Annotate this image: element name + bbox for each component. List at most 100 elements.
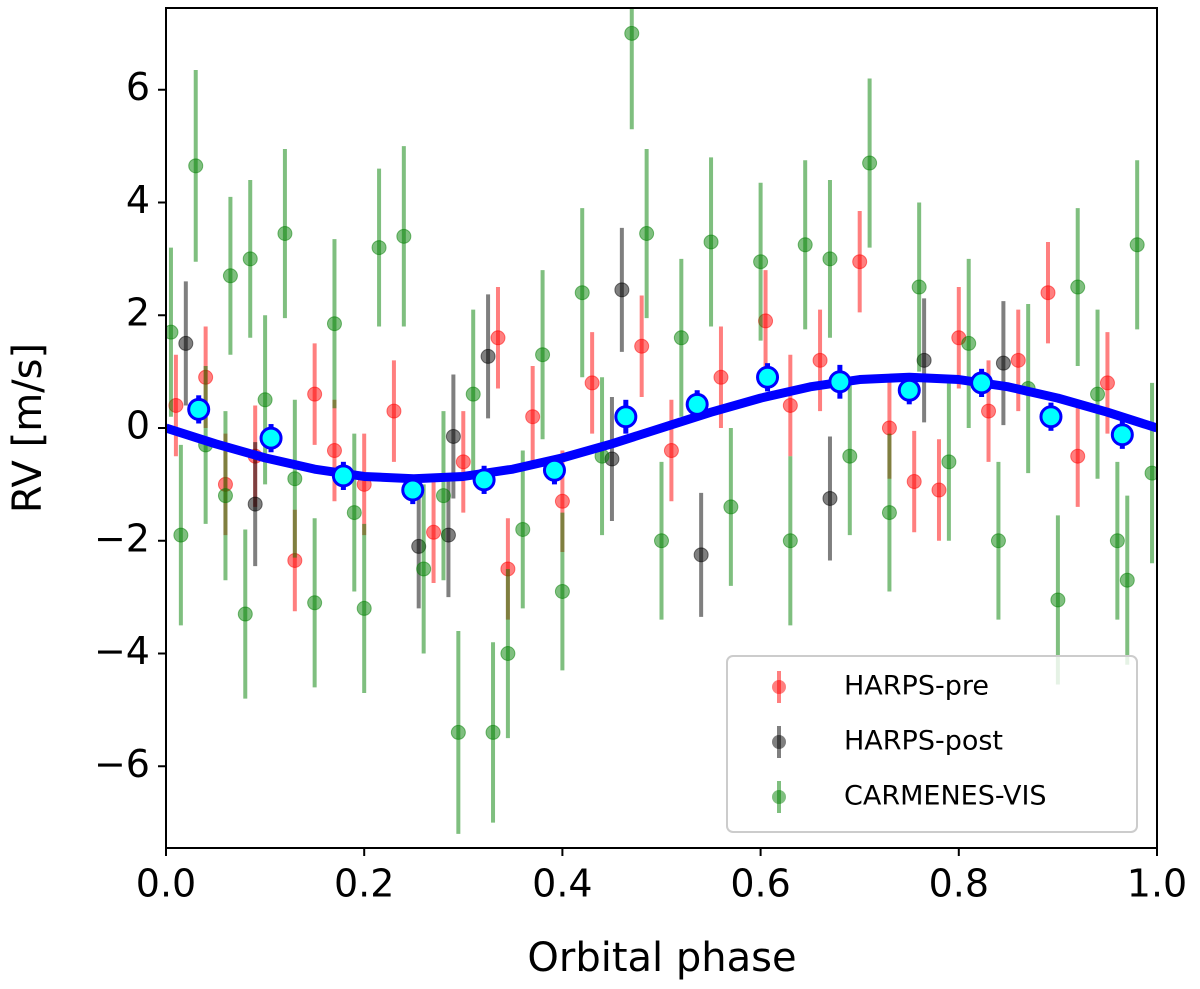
point xyxy=(416,561,432,577)
point xyxy=(995,355,1011,371)
point xyxy=(1040,285,1056,301)
point xyxy=(554,493,570,509)
binned-point xyxy=(970,371,994,395)
x-tick-label: 1.0 xyxy=(1127,862,1187,906)
point xyxy=(639,226,655,242)
point xyxy=(178,335,194,351)
point xyxy=(782,533,798,549)
point xyxy=(326,316,342,332)
point xyxy=(614,282,630,298)
point xyxy=(465,386,481,402)
point xyxy=(515,521,531,537)
legend-marker xyxy=(772,790,786,804)
point xyxy=(574,285,590,301)
x-tick-label: 0.6 xyxy=(730,862,790,906)
point xyxy=(287,471,303,487)
point xyxy=(356,600,372,616)
point xyxy=(723,499,739,515)
point xyxy=(173,527,189,543)
point xyxy=(931,482,947,498)
point xyxy=(1070,279,1086,295)
point xyxy=(1119,572,1135,588)
point xyxy=(852,254,868,270)
point xyxy=(188,158,204,174)
binned-point xyxy=(614,405,638,429)
legend-marker xyxy=(772,680,786,694)
binned-point xyxy=(756,365,780,389)
binned-point xyxy=(259,426,283,450)
binned-point xyxy=(401,478,425,502)
point xyxy=(703,234,719,250)
point xyxy=(480,348,496,364)
y-tick-label: 2 xyxy=(126,291,150,335)
point xyxy=(822,490,838,506)
y-tick-label: −6 xyxy=(94,742,150,786)
point xyxy=(455,454,471,470)
x-tick-label: 0.4 xyxy=(532,862,592,906)
point xyxy=(396,228,412,244)
point xyxy=(1129,237,1145,253)
point xyxy=(753,254,769,270)
point xyxy=(217,488,233,504)
binned-point xyxy=(828,370,852,394)
point xyxy=(307,386,323,402)
point xyxy=(584,375,600,391)
binned-point xyxy=(472,468,496,492)
point xyxy=(450,724,466,740)
point xyxy=(981,403,997,419)
point xyxy=(624,25,640,41)
point xyxy=(1109,533,1125,549)
point xyxy=(371,240,387,256)
point xyxy=(247,496,263,512)
point xyxy=(525,409,541,425)
point xyxy=(1070,448,1086,464)
binned-point xyxy=(1110,423,1134,447)
y-tick-label: 4 xyxy=(126,178,150,222)
point xyxy=(812,352,828,368)
point xyxy=(1050,592,1066,608)
legend-marker xyxy=(772,735,786,749)
legend-box xyxy=(726,655,1138,833)
point xyxy=(906,474,922,490)
y-axis-label: RV [m/s] xyxy=(5,343,51,513)
x-axis-label: Orbital phase xyxy=(527,935,796,981)
point xyxy=(242,251,258,267)
point xyxy=(862,155,878,171)
point xyxy=(257,392,273,408)
point xyxy=(535,347,551,363)
binned-point xyxy=(331,464,355,488)
point xyxy=(911,279,927,295)
point xyxy=(673,330,689,346)
point xyxy=(881,505,897,521)
point xyxy=(307,595,323,611)
point xyxy=(1144,465,1157,481)
point xyxy=(782,397,798,413)
point xyxy=(663,443,679,459)
plot-area xyxy=(166,8,1157,834)
point xyxy=(237,606,253,622)
binned-point xyxy=(542,458,566,482)
y-tick-label: 6 xyxy=(126,65,150,109)
point xyxy=(346,505,362,521)
point xyxy=(990,533,1006,549)
point xyxy=(713,369,729,385)
point xyxy=(634,338,650,354)
point xyxy=(166,324,179,340)
y-tick-label: −4 xyxy=(94,629,150,673)
point xyxy=(842,448,858,464)
point xyxy=(277,226,293,242)
point xyxy=(426,524,442,540)
point xyxy=(435,488,451,504)
point xyxy=(654,533,669,549)
point xyxy=(222,268,238,284)
y-tick-label: 0 xyxy=(126,404,150,448)
legend-label: HARPS-post xyxy=(844,726,1003,757)
x-tick-label: 0.0 xyxy=(136,862,196,906)
point xyxy=(490,330,506,346)
point xyxy=(1010,352,1026,368)
point xyxy=(386,403,402,419)
x-tick-label: 0.2 xyxy=(334,862,394,906)
legend-label: CARMENES-VIS xyxy=(844,781,1047,812)
binned-point xyxy=(1039,405,1063,429)
